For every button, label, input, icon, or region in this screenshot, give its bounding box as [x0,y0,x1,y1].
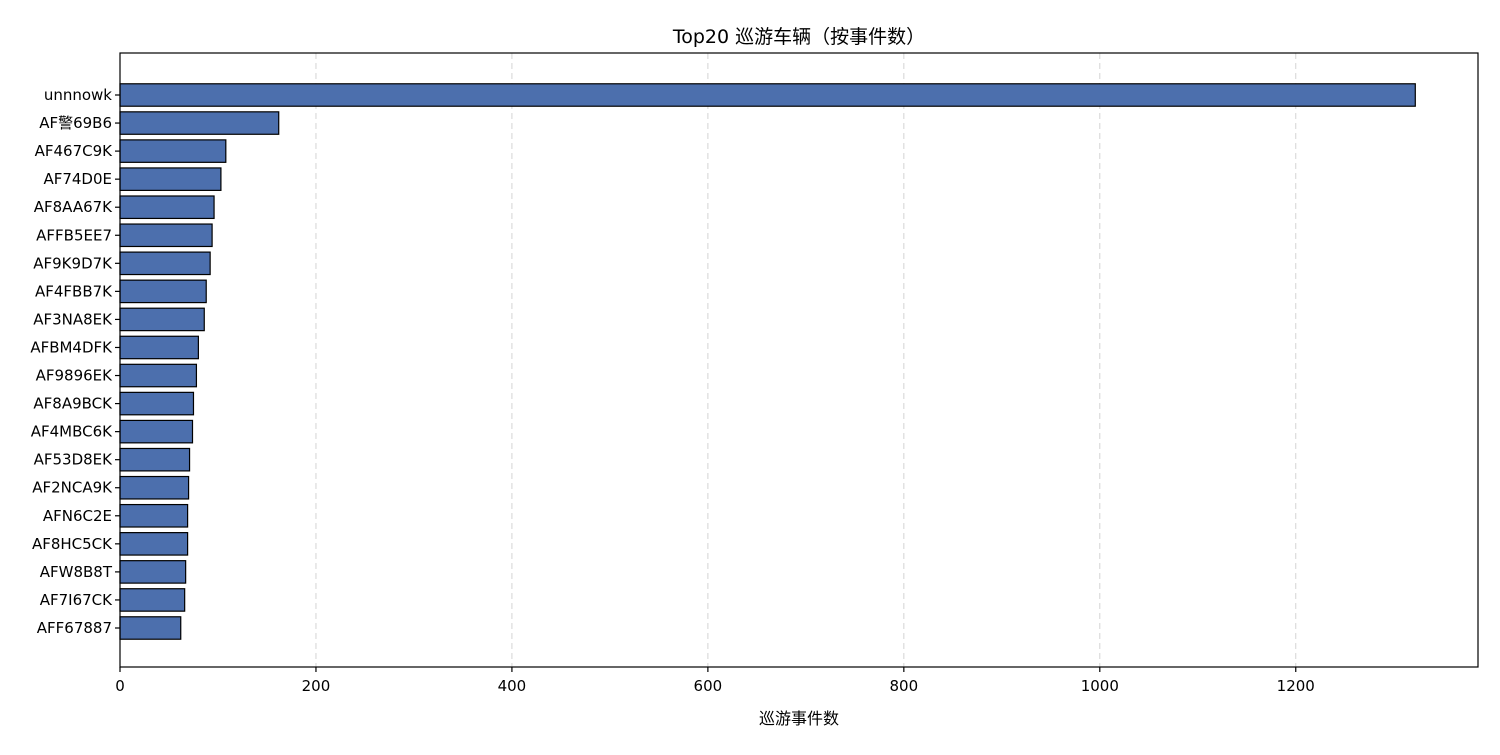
bar [119,167,222,191]
y-tick-label: AF警69B6 [39,114,112,132]
x-tick-label: 200 [302,677,331,695]
bar [119,363,198,388]
bar [119,616,182,640]
gridlines [315,53,1297,667]
bar [119,195,215,220]
y-tick-label: AF8AA67K [34,198,113,216]
x-tick-label: 400 [498,677,527,695]
y-axis-ticks: unnnowk AF警69B6 AF467C9K AF74D0E AF8AA67K AFF… [30,86,120,637]
bar [119,560,187,584]
y-tick-label: AF9K9D7K [33,254,113,272]
y-tick-label: AF8A9BCK [33,395,113,413]
y-tick-label: AFW8B8T [40,563,113,581]
bar [119,419,194,444]
bar [119,335,199,360]
x-tick-label: 600 [694,677,723,695]
y-tick-label: unnnowk [44,86,112,104]
y-tick-label: AF53D8EK [34,451,114,469]
y-tick-label: AF8HC5CK [32,535,113,553]
bar [119,307,205,332]
y-tick-label: AF467C9K [35,142,114,160]
bar [119,532,189,556]
bar [119,475,190,500]
bar [119,223,213,248]
y-tick-label: AFN6C2E [43,507,112,525]
chart-title: Top20 巡游车辆（按事件数） [672,26,925,48]
y-tick-label: AF74D0E [43,170,112,188]
x-axis-ticks: 0 200 400 600 800 1000 1200 [115,667,1315,695]
bar [119,588,186,612]
bar [119,503,189,528]
y-tick-label: AF9896EK [36,367,114,385]
bar [119,111,280,135]
y-tick-label: AF4MBC6K [31,423,113,441]
y-tick-label: AF7I67CK [40,591,113,609]
x-tick-label: 1000 [1081,677,1119,695]
y-tick-label: AF2NCA9K [32,479,113,497]
x-tick-label: 800 [890,677,919,695]
bars [119,83,1416,640]
bar [119,279,207,304]
bar [119,83,1416,107]
bar [119,251,211,276]
bar [119,139,227,163]
bar [119,391,195,416]
x-axis-label: 巡游事件数 [759,709,839,728]
y-tick-label: AFFB5EE7 [36,226,112,244]
x-tick-label: 1200 [1277,677,1315,695]
y-tick-label: AFBM4DFK [30,338,113,356]
x-tick-label: 0 [115,677,125,695]
plot-frame [119,52,1479,668]
bar [119,447,191,472]
y-tick-label: AF4FBB7K [35,282,113,300]
y-tick-label: AF3NA8EK [33,310,113,328]
y-tick-label: AFF67887 [37,619,112,637]
